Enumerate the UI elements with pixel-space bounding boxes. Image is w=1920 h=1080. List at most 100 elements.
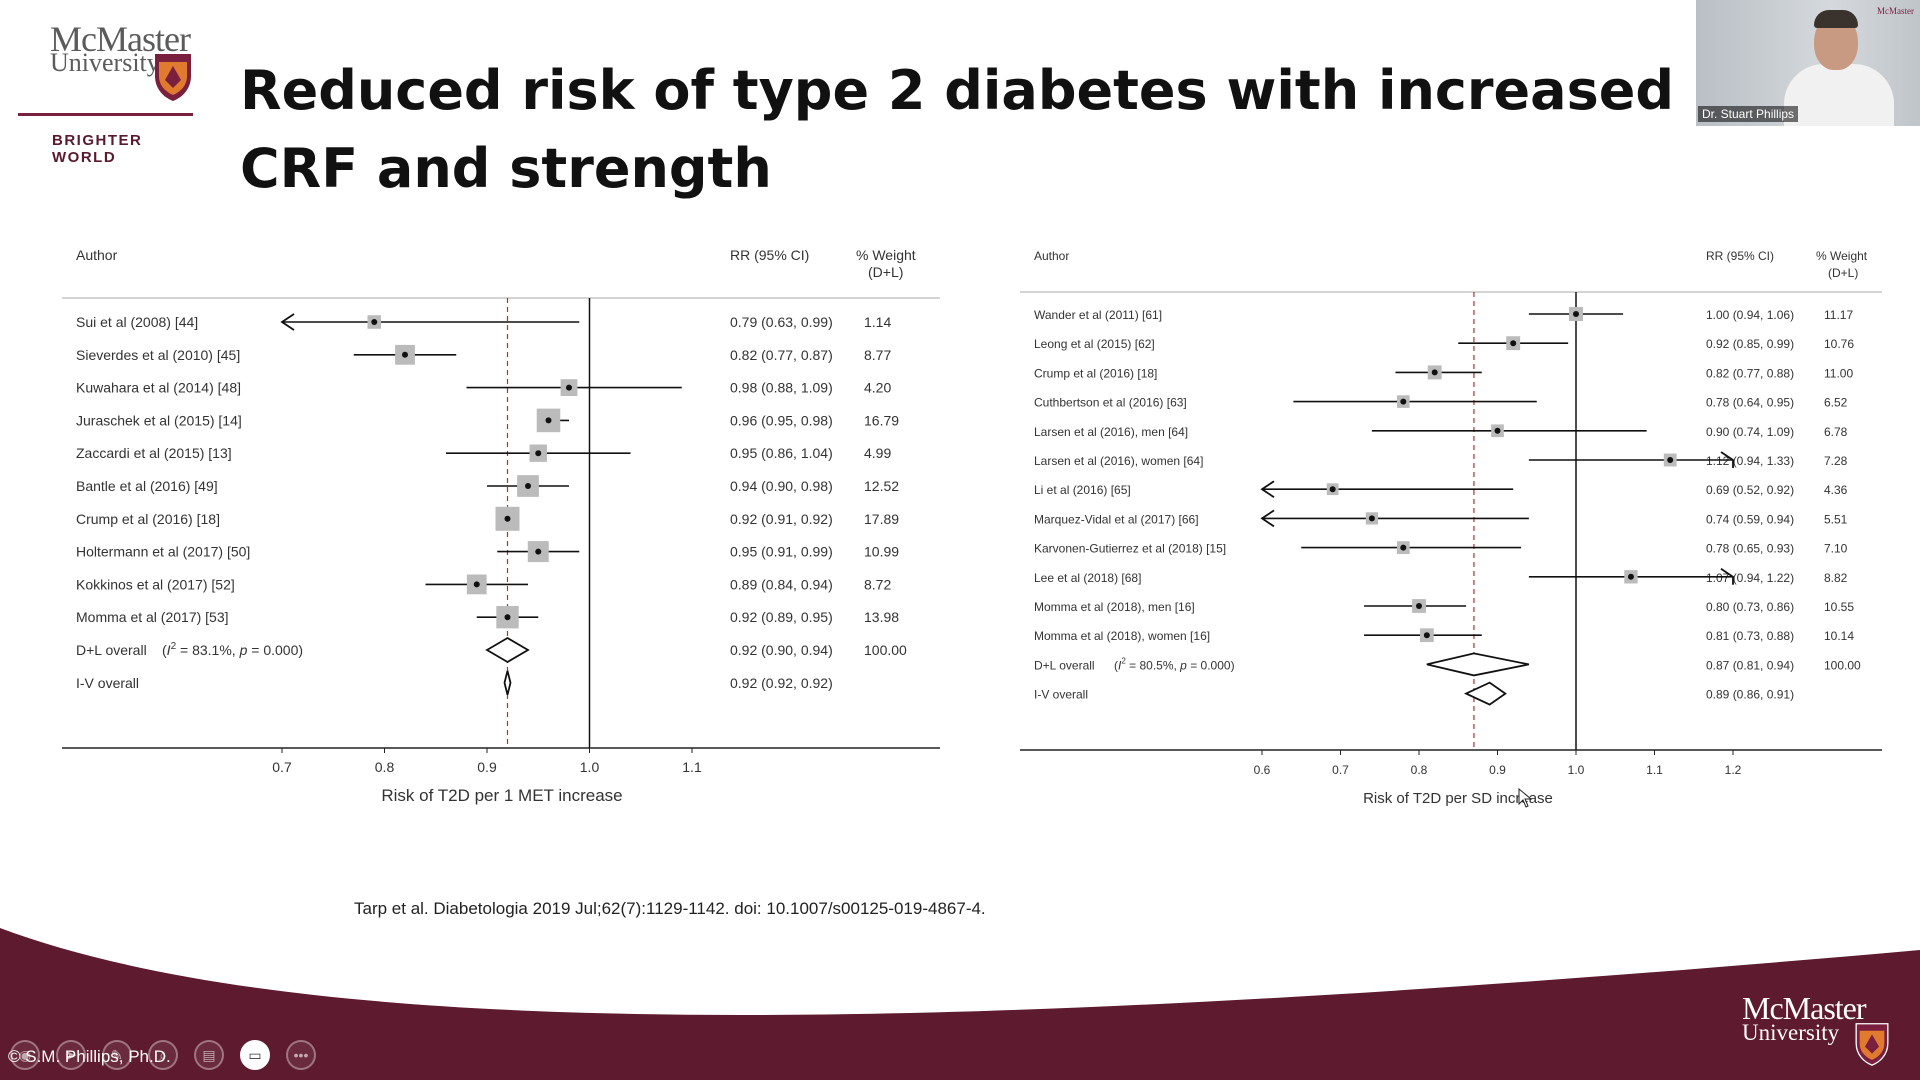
presenter-hair	[1814, 10, 1858, 28]
study-rr-ci: 0.92 (0.91, 0.92)	[730, 511, 833, 527]
study-author: Marquez-Vidal et al (2017) [66]	[1034, 512, 1199, 526]
study-author: Li et al (2016) [65]	[1034, 483, 1131, 497]
study-rr-ci: 0.92 (0.89, 0.95)	[730, 609, 833, 625]
more-icon[interactable]: •••	[286, 1040, 316, 1070]
study-rr-ci: 0.95 (0.91, 0.99)	[730, 544, 833, 560]
study-rr-ci: 0.81 (0.73, 0.88)	[1706, 629, 1794, 643]
study-rr-ci: 0.82 (0.77, 0.87)	[730, 347, 833, 363]
study-point	[1329, 486, 1336, 493]
study-point	[1510, 340, 1517, 347]
overall-weight: 100.00	[1824, 658, 1861, 672]
study-author: Sui et al (2008) [44]	[76, 314, 198, 330]
study-point	[402, 351, 408, 358]
study-author: Momma et al (2018), women [16]	[1034, 629, 1210, 643]
study-point	[504, 614, 511, 621]
overall-diamond	[1463, 681, 1507, 706]
study-author: Larsen et al (2016), women [64]	[1034, 454, 1203, 468]
footer-wave	[0, 928, 1920, 1080]
pointer-icon[interactable]: ➤	[56, 1040, 86, 1070]
study-rr-ci: 0.80 (0.73, 0.86)	[1706, 600, 1794, 614]
study-weight: 8.82	[1824, 571, 1848, 585]
study-author: Crump et al (2016) [18]	[1034, 366, 1157, 380]
study-weight: 17.89	[864, 511, 899, 527]
presenter-webcam[interactable]: McMaster Dr. Stuart Phillips	[1696, 0, 1920, 126]
study-author: Lee et al (2018) [68]	[1034, 571, 1141, 585]
heterogeneity-stat: (I2 = 80.5%, p = 0.000)	[1114, 656, 1235, 672]
study-author: Holtermann et al (2017) [50]	[76, 544, 250, 560]
overall-diamond	[1426, 652, 1530, 677]
study-weight: 11.17	[1824, 308, 1853, 322]
x-tick-label: 0.7	[272, 759, 292, 775]
study-rr-ci: 0.98 (0.88, 1.09)	[730, 380, 833, 396]
study-rr-ci: 1.00 (0.94, 1.06)	[1706, 308, 1794, 322]
study-rr-ci: 0.96 (0.95, 0.98)	[730, 412, 833, 428]
study-author: Zaccardi et al (2015) [13]	[76, 445, 232, 461]
study-rr-ci: 0.90 (0.74, 1.09)	[1706, 425, 1794, 439]
study-weight: 6.78	[1824, 425, 1848, 439]
study-rr-ci: 0.82 (0.77, 0.88)	[1706, 366, 1794, 380]
citation: Tarp et al. Diabetologia 2019 Jul;62(7):…	[354, 899, 986, 918]
study-author: Cuthbertson et al (2016) [63]	[1034, 396, 1187, 410]
study-author: Momma et al (2018), men [16]	[1034, 600, 1195, 614]
overall-diamond	[485, 636, 530, 664]
webcam-logo: McMaster	[1877, 6, 1914, 16]
study-author: Leong et al (2015) [62]	[1034, 337, 1155, 351]
study-weight: 8.72	[864, 576, 891, 592]
study-rr-ci: 0.95 (0.86, 1.04)	[730, 445, 833, 461]
column-header-weight-sub: (D+L)	[1828, 266, 1858, 280]
study-point	[371, 319, 378, 325]
x-tick-label: 0.9	[1489, 763, 1506, 777]
pen-icon[interactable]: ✎	[102, 1040, 132, 1070]
study-author: Momma et al (2017) [53]	[76, 609, 229, 625]
study-point	[1431, 369, 1438, 376]
forest-plot-met-svg: Author RR (95% CI) % Weight(D+L) 0.7 0.8 0.9 1…	[62, 247, 940, 805]
study-weight: 11.00	[1824, 366, 1853, 380]
study-author: Crump et al (2016) [18]	[76, 511, 220, 527]
study-rr-ci: 0.79 (0.63, 0.99)	[730, 314, 833, 330]
study-point	[566, 384, 572, 391]
x-tick-label: 1.1	[682, 759, 702, 775]
study-point	[535, 548, 542, 555]
study-point	[1400, 398, 1407, 405]
study-point	[1627, 573, 1634, 580]
zoom-icon[interactable]: ⌕	[148, 1040, 178, 1070]
study-rr-ci: 0.78 (0.65, 0.93)	[1706, 542, 1794, 556]
study-weight: 7.28	[1824, 454, 1848, 468]
overall-label: D+L overall	[76, 642, 147, 658]
study-point	[1423, 632, 1430, 639]
logo-divider	[18, 113, 193, 116]
study-weight: 12.52	[864, 478, 899, 494]
study-weight: 10.55	[1824, 600, 1854, 614]
study-author: Larsen et al (2016), men [64]	[1034, 425, 1188, 439]
x-tick-label: 0.9	[477, 759, 497, 775]
overall-label: D+L overall	[1034, 658, 1095, 672]
study-weight: 8.77	[864, 347, 891, 363]
mic-icon[interactable]: ◉	[10, 1040, 40, 1070]
overall-rr-ci: 0.92 (0.90, 0.94)	[730, 642, 833, 658]
logo-line1: McMaster	[50, 19, 191, 59]
x-tick-label: 1.2	[1725, 763, 1742, 777]
study-rr-ci: 0.78 (0.64, 0.95)	[1706, 396, 1794, 410]
x-axis-label: Risk of T2D per 1 MET increase	[381, 786, 622, 805]
study-point	[1416, 603, 1422, 609]
column-header-rr: RR (95% CI)	[730, 247, 809, 263]
study-weight: 10.76	[1824, 337, 1854, 351]
x-tick-label: 1.0	[1568, 763, 1585, 777]
forest-plot-met: Author RR (95% CI) % Weight (D+L) 0.7 0.8 0.9 1…	[62, 236, 952, 816]
column-header-rr: RR (95% CI)	[1706, 249, 1774, 263]
slides-icon[interactable]: ▤	[194, 1040, 224, 1070]
camera-icon[interactable]: ▭	[240, 1040, 270, 1070]
ci-arrow-right	[1720, 568, 1734, 585]
study-author: Sieverdes et al (2010) [45]	[76, 347, 240, 363]
study-point	[1667, 457, 1674, 463]
study-point	[535, 450, 542, 457]
x-tick-label: 0.8	[375, 759, 395, 775]
study-rr-ci: 1.07 (0.94, 1.22)	[1706, 571, 1794, 585]
column-header-author: Author	[76, 247, 118, 263]
overall-label: I-V overall	[1034, 688, 1088, 702]
footer-logo-line1: McMaster	[1742, 990, 1867, 1026]
logo-line2: University	[50, 48, 160, 77]
study-weight: 10.14	[1824, 629, 1854, 643]
ci-arrow-left	[1260, 480, 1275, 498]
slide-title: Reduced risk of type 2 diabetes with inc…	[240, 59, 1675, 200]
